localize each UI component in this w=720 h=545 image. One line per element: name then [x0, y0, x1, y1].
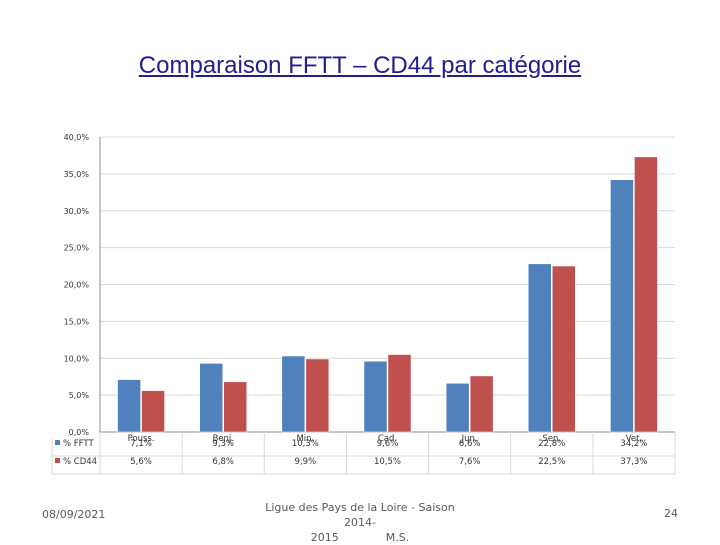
category-label: Jun.: [461, 434, 478, 444]
y-tick-label: 40,0%: [64, 133, 90, 142]
bar-fftt: [528, 263, 552, 433]
bar-fftt: [117, 379, 141, 433]
legend-label-cd44: % CD44: [63, 457, 97, 467]
data-table-value: 9,6%: [377, 439, 399, 449]
category-label: Min.: [296, 434, 314, 444]
bar-cd44: [305, 358, 330, 433]
data-table-value: 10,3%: [292, 439, 319, 449]
y-tick-label: 10,0%: [64, 354, 90, 363]
data-table-value: 37,3%: [620, 457, 647, 467]
footer-center-line2: 2015 M.S.: [250, 530, 470, 545]
y-tick-label: 5,0%: [69, 391, 90, 400]
data-table-value: 5,6%: [130, 457, 152, 467]
footer-center: Ligue des Pays de la Loire - Saison 2014…: [250, 500, 470, 545]
data-table-value: 22,5%: [538, 457, 565, 467]
bar-cd44: [223, 381, 247, 433]
slide-title: Comparaison FFTT – CD44 par catégorie: [138, 52, 582, 79]
y-tick-label: 0,0%: [69, 428, 90, 437]
bar-cd44: [634, 156, 658, 433]
category-label: Cad.: [378, 434, 397, 444]
data-table-value: 6,6%: [459, 439, 481, 449]
data-table-value: 34,2%: [620, 439, 647, 449]
bar-fftt: [199, 363, 223, 433]
data-table-value: 10,5%: [374, 457, 401, 467]
footer-center-year: 2015: [310, 531, 339, 544]
data-table-value: 9,3%: [212, 439, 234, 449]
y-tick-label: 35,0%: [64, 170, 90, 179]
data-table-value: 22,8%: [538, 439, 565, 449]
bar-cd44: [387, 354, 412, 433]
category-label: Pouss.: [128, 434, 155, 444]
y-tick-label: 20,0%: [64, 281, 90, 290]
bar-fftt: [281, 355, 306, 433]
footer-center-author: M.S.: [385, 531, 410, 544]
data-table-value: 9,9%: [295, 457, 317, 467]
category-label: Benj.: [212, 434, 234, 444]
footer-date: 08/09/2021: [42, 508, 106, 521]
data-table-value: 7,6%: [459, 457, 481, 467]
bar-cd44: [141, 390, 165, 433]
legend-label-fftt: % FFTT: [63, 439, 94, 449]
category-label: Sen.: [542, 434, 561, 444]
bar-cd44: [469, 375, 494, 433]
y-tick-label: 25,0%: [64, 244, 90, 253]
data-table-value: 7,1%: [130, 439, 152, 449]
bar-cd44: [552, 265, 576, 433]
bar-fftt: [445, 383, 470, 433]
data-table-value: 6,8%: [212, 457, 234, 467]
legend-swatch-cd44: [55, 458, 60, 463]
bar-fftt: [363, 360, 388, 433]
footer-center-line1: Ligue des Pays de la Loire - Saison 2014…: [265, 501, 455, 529]
page-number: 24: [664, 507, 678, 520]
y-tick-label: 30,0%: [64, 207, 90, 216]
y-tick-label: 15,0%: [64, 317, 90, 326]
category-label: Vet.: [626, 434, 642, 444]
legend-swatch-fftt: [55, 440, 60, 445]
bar-fftt: [610, 179, 634, 433]
